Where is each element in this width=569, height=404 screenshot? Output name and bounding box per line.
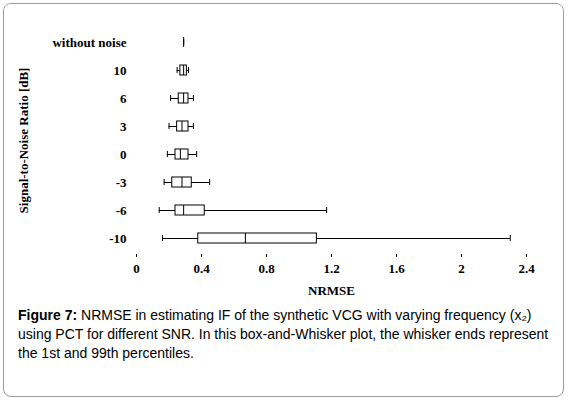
svg-text:1.6: 1.6	[388, 261, 405, 276]
svg-text:3: 3	[120, 119, 127, 134]
svg-text:0.4: 0.4	[193, 261, 210, 276]
svg-text:0.8: 0.8	[258, 261, 275, 276]
svg-text:0: 0	[120, 147, 127, 162]
svg-text:2: 2	[458, 261, 465, 276]
svg-text:-6: -6	[116, 203, 127, 218]
svg-text:0: 0	[133, 261, 140, 276]
svg-text:1.2: 1.2	[323, 261, 339, 276]
svg-text:10: 10	[114, 63, 127, 78]
svg-text:-3: -3	[116, 175, 127, 190]
svg-text:NRMSE: NRMSE	[308, 283, 355, 298]
svg-text:without noise: without noise	[52, 35, 126, 50]
svg-text:2.4: 2.4	[518, 261, 535, 276]
html-text:Figure 7: NRMSE in estimating: Figure 7: NRMSE in estimating IF of the …	[18, 307, 549, 361]
svg-text:6: 6	[120, 91, 127, 106]
svg-text:-10: -10	[109, 231, 126, 246]
svg-text:Signal-to-Noise Ratio [dB]: Signal-to-Noise Ratio [dB]	[16, 68, 31, 214]
